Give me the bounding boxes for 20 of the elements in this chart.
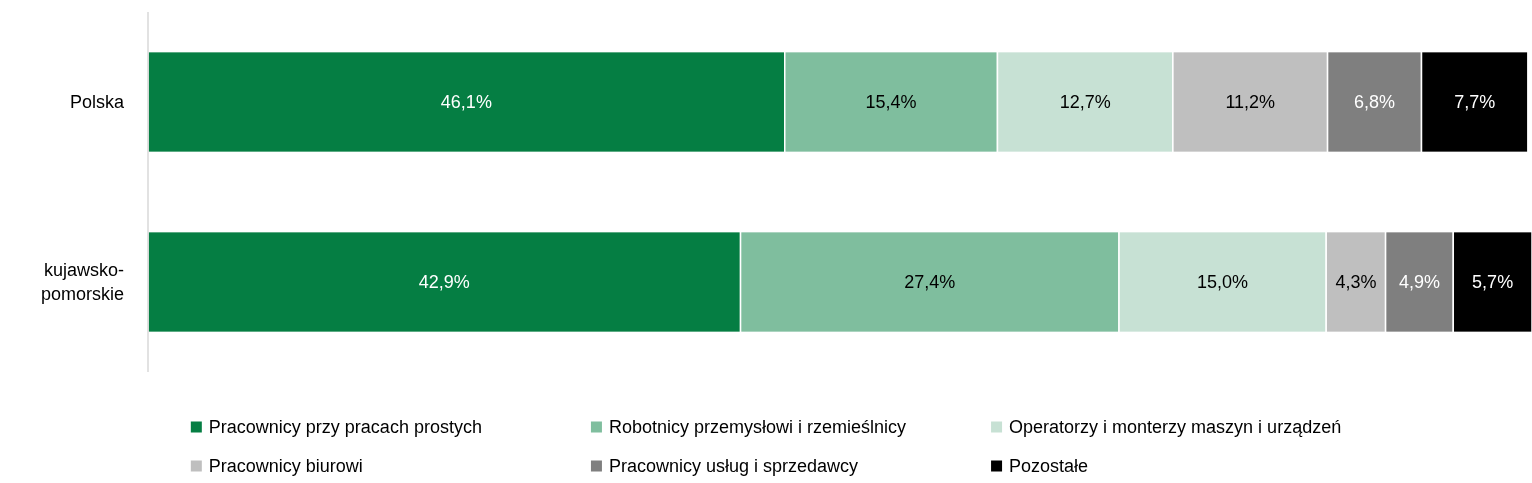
legend-label: Pozostałe <box>1009 456 1089 477</box>
data-label: 4,9% <box>1398 272 1440 293</box>
data-label: 5,7% <box>1472 272 1514 293</box>
data-label: 15,4% <box>865 92 917 113</box>
data-label: 6,8% <box>1354 92 1396 113</box>
legend-label: Operatorzy i monterzy maszyn i urządzeń <box>1009 417 1342 438</box>
data-label: 11,2% <box>1225 92 1276 113</box>
y-tick-label: kujawsko-pomorskie <box>40 260 124 305</box>
data-label: 27,4% <box>904 272 956 293</box>
y-tick-label: Polska <box>69 92 125 113</box>
legend-label: Pracownicy biurowi <box>208 456 363 477</box>
data-label: 4,3% <box>1335 272 1377 293</box>
data-label: 15,0% <box>1197 272 1249 293</box>
legend-label: Pracownicy przy pracach prostych <box>208 417 482 438</box>
data-label: 42,9% <box>418 272 470 293</box>
legend-label: Pracownicy usług i sprzedawcy <box>608 456 859 477</box>
data-label: 12,7% <box>1059 92 1111 113</box>
legend-label: Robotnicy przemysłowi i rzemieślnicy <box>608 417 907 438</box>
data-label: 46,1% <box>440 92 492 113</box>
data-label: 7,7% <box>1454 92 1496 113</box>
